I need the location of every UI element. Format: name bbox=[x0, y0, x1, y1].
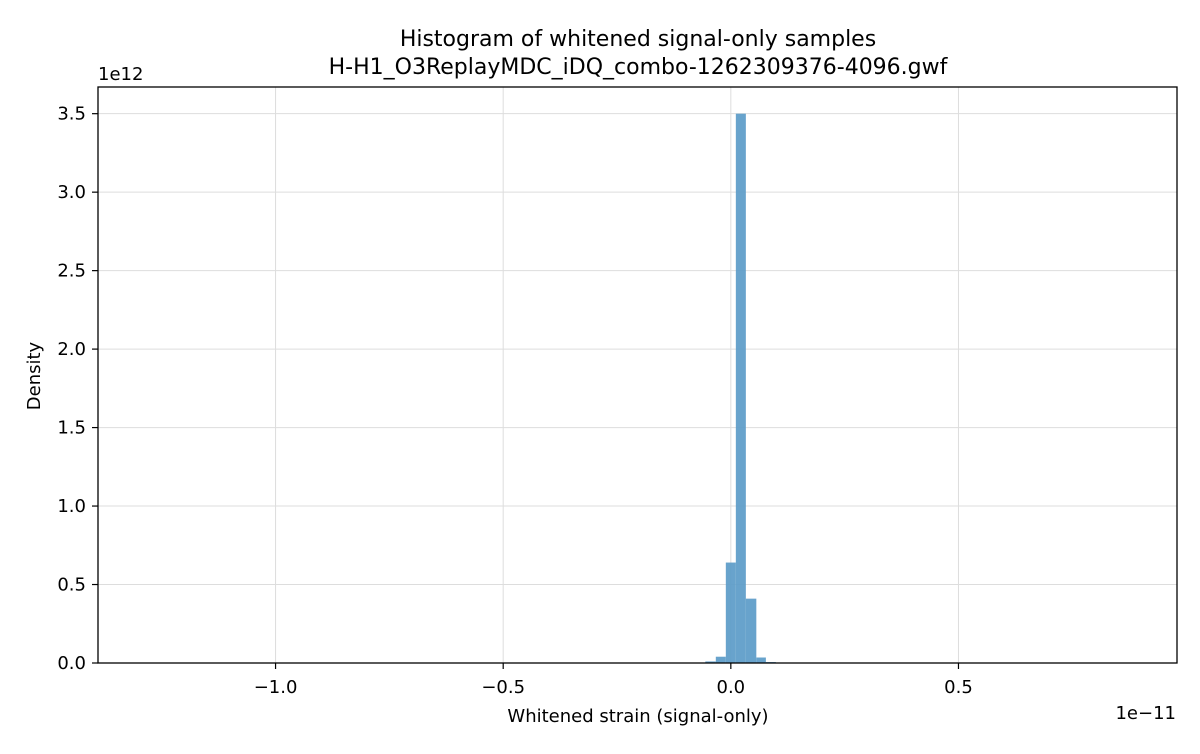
x-tick-label: 0.0 bbox=[717, 677, 746, 698]
x-tick-label: −1.0 bbox=[254, 677, 298, 698]
y-tick-label: 1.0 bbox=[57, 496, 86, 517]
chart-subtitle: H-H1_O3ReplayMDC_iDQ_combo-1262309376-40… bbox=[329, 55, 949, 80]
histogram-bar bbox=[736, 114, 746, 663]
x-axis-label: Whitened strain (signal-only) bbox=[507, 706, 768, 727]
histogram-bar bbox=[726, 563, 736, 663]
y-axis-multiplier: 1e12 bbox=[98, 64, 143, 85]
y-tick-label: 3.5 bbox=[57, 104, 86, 125]
x-axis-multiplier: 1e−11 bbox=[1115, 703, 1176, 724]
y-tick-label: 3.0 bbox=[57, 182, 86, 203]
chart-title: Histogram of whitened signal-only sample… bbox=[400, 27, 876, 52]
y-tick-label: 0.0 bbox=[57, 653, 86, 674]
y-axis-label: Density bbox=[24, 341, 45, 410]
y-tick-label: 2.0 bbox=[57, 339, 86, 360]
y-tick-label: 2.5 bbox=[57, 261, 86, 282]
histogram-bar bbox=[716, 657, 726, 663]
y-tick-label: 1.5 bbox=[57, 418, 86, 439]
x-tick-label: 0.5 bbox=[944, 677, 973, 698]
histogram-bar bbox=[756, 658, 766, 663]
y-tick-label: 0.5 bbox=[57, 575, 86, 596]
x-tick-label: −0.5 bbox=[481, 677, 525, 698]
histogram-bar bbox=[746, 599, 756, 663]
